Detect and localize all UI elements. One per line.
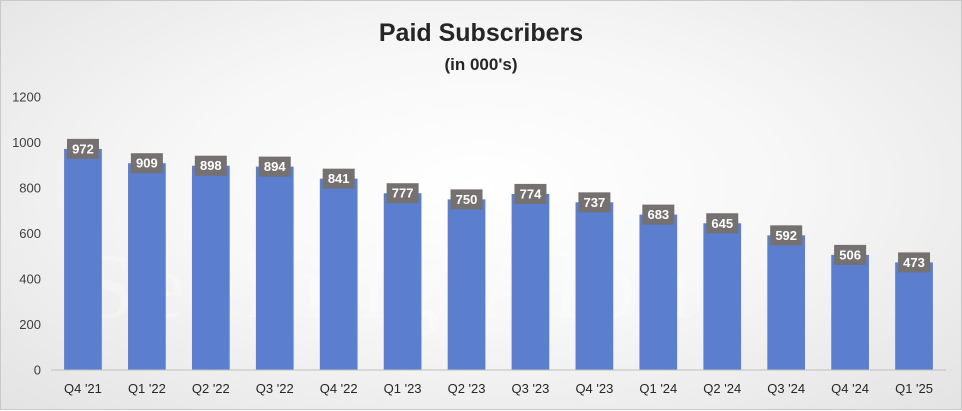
bar bbox=[319, 178, 358, 370]
x-tick-label: Q4 '24 bbox=[831, 381, 869, 396]
data-label: 898 bbox=[200, 158, 222, 173]
data-label: 645 bbox=[711, 216, 733, 231]
data-label-box bbox=[130, 153, 163, 174]
y-tick-label: 0 bbox=[34, 363, 41, 378]
data-label-box bbox=[194, 155, 227, 176]
x-tick-label: Q1 '23 bbox=[384, 381, 422, 396]
data-label-box bbox=[322, 168, 355, 189]
bar bbox=[575, 202, 614, 370]
y-tick-label: 800 bbox=[19, 181, 41, 196]
data-label-box bbox=[514, 183, 547, 204]
bar bbox=[767, 235, 806, 370]
data-label-box bbox=[770, 225, 803, 246]
x-tick-label: Q2 '24 bbox=[703, 381, 741, 396]
data-label-box bbox=[834, 244, 867, 265]
data-label: 737 bbox=[584, 195, 606, 210]
data-label-box bbox=[642, 204, 675, 225]
data-label: 972 bbox=[72, 141, 94, 156]
y-tick-label: 1000 bbox=[12, 135, 41, 150]
bar bbox=[383, 193, 422, 370]
data-label-box bbox=[898, 252, 931, 273]
x-tick-label: Q4 '23 bbox=[575, 381, 613, 396]
data-label: 909 bbox=[136, 156, 158, 171]
x-tick-label: Q1 '22 bbox=[128, 381, 166, 396]
x-tick-label: Q2 '22 bbox=[192, 381, 230, 396]
data-label-box bbox=[66, 138, 99, 159]
chart-subtitle: (in 000's) bbox=[444, 55, 518, 74]
data-label: 473 bbox=[903, 255, 925, 270]
bar bbox=[511, 193, 550, 370]
data-label: 894 bbox=[264, 159, 286, 174]
bar bbox=[64, 148, 102, 370]
y-tick-label: 600 bbox=[19, 226, 41, 241]
x-tick-label: Q3 '22 bbox=[256, 381, 294, 396]
data-label: 750 bbox=[456, 192, 478, 207]
bar bbox=[703, 223, 742, 370]
data-label-box bbox=[386, 183, 419, 204]
data-label: 777 bbox=[392, 186, 414, 201]
chart-title: Paid Subscribers bbox=[378, 19, 584, 47]
data-label-box bbox=[258, 156, 291, 177]
data-label: 592 bbox=[775, 228, 797, 243]
x-tick-label: Q3 '24 bbox=[767, 381, 805, 396]
y-tick-label: 200 bbox=[19, 317, 41, 332]
x-tick-label: Q2 '23 bbox=[448, 381, 486, 396]
x-tick-label: Q4 '21 bbox=[64, 381, 102, 396]
data-label: 841 bbox=[328, 171, 350, 186]
data-label-box bbox=[450, 189, 483, 210]
x-tick-label: Q4 '22 bbox=[320, 381, 358, 396]
x-tick-label: Q1 '25 bbox=[895, 381, 933, 396]
bar bbox=[895, 262, 933, 370]
y-tick-label: 400 bbox=[19, 272, 41, 287]
data-label: 683 bbox=[647, 207, 669, 222]
bar bbox=[447, 199, 486, 370]
x-tick-label: Q3 '23 bbox=[512, 381, 550, 396]
bar bbox=[255, 166, 294, 370]
bar bbox=[639, 214, 678, 370]
bar bbox=[831, 254, 869, 370]
y-tick-label: 1200 bbox=[12, 90, 41, 105]
data-label: 774 bbox=[520, 186, 542, 201]
data-label: 506 bbox=[839, 247, 861, 262]
data-label-box bbox=[578, 192, 611, 213]
data-label-box bbox=[706, 213, 739, 234]
bar bbox=[128, 163, 166, 370]
x-tick-label: Q1 '24 bbox=[639, 381, 677, 396]
bar bbox=[191, 165, 230, 370]
